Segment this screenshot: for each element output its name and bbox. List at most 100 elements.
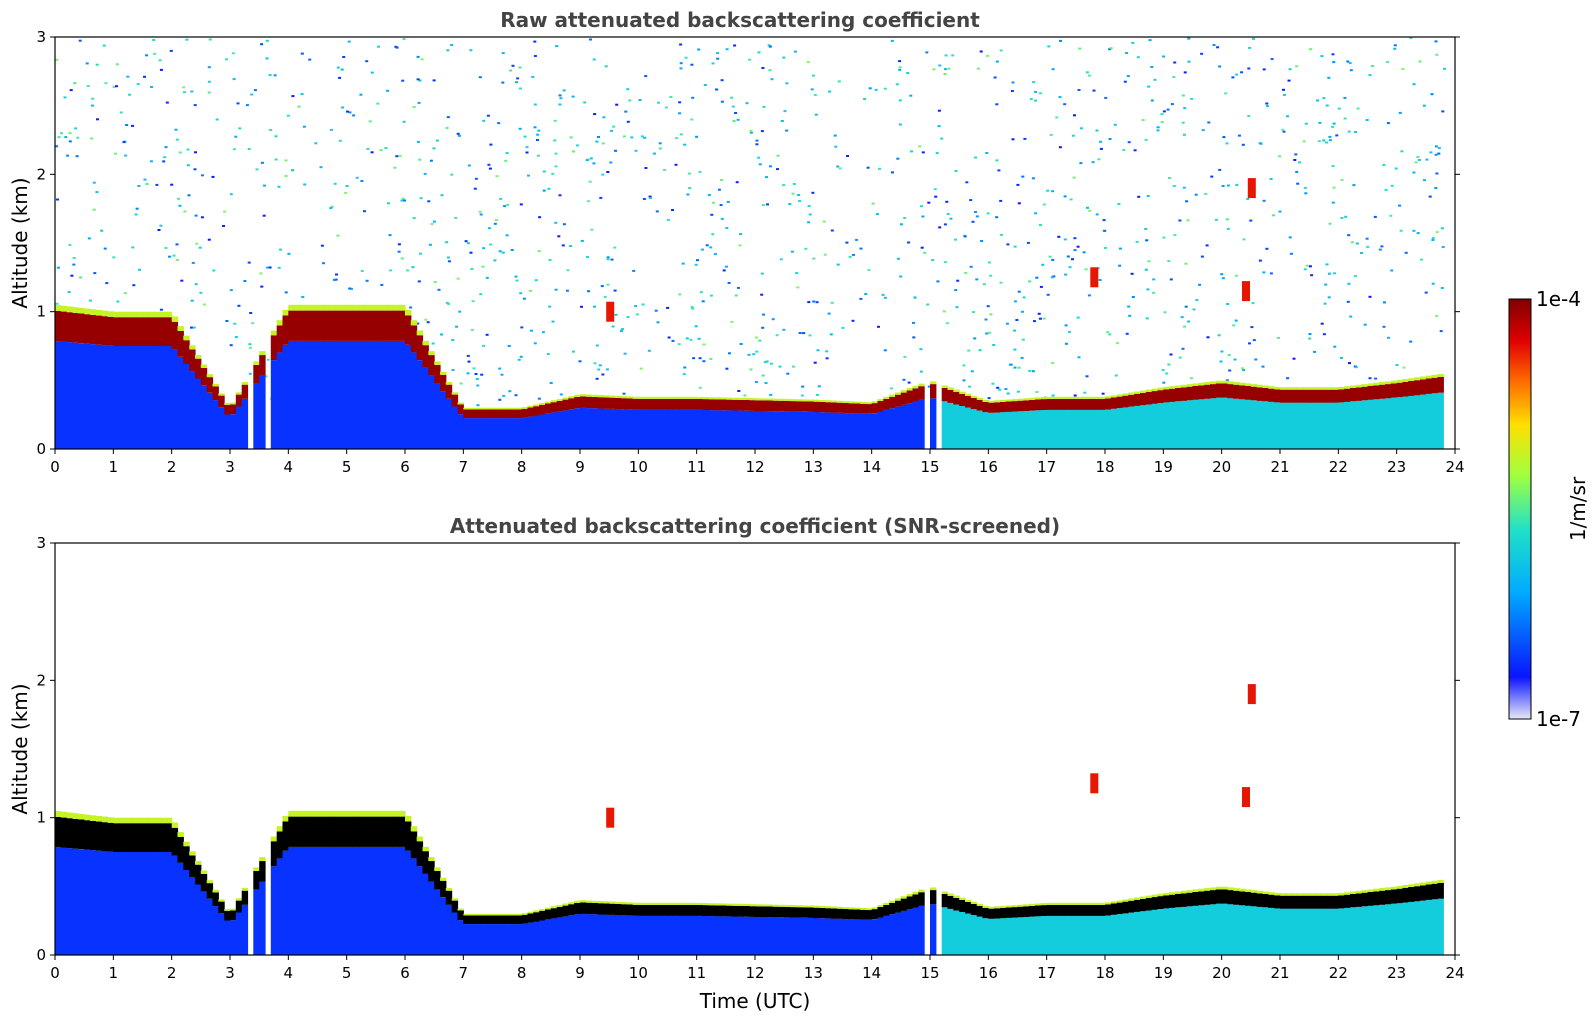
noise-speck xyxy=(790,250,794,253)
layer-peak-band xyxy=(451,900,459,913)
noise-speck xyxy=(943,73,947,75)
layer-edge-fringe xyxy=(1040,903,1048,906)
layer-edge-fringe xyxy=(941,891,949,894)
noise-speck xyxy=(1118,264,1122,267)
layer-peak-band xyxy=(270,841,278,867)
aerosol-layer-column xyxy=(241,904,249,955)
noise-speck xyxy=(454,216,458,219)
layer-edge-fringe xyxy=(358,810,365,817)
noise-speck xyxy=(287,252,291,255)
layer-edge-fringe xyxy=(539,403,546,405)
layer-peak-band xyxy=(136,317,144,346)
noise-speck xyxy=(1332,186,1336,189)
layer-edge-fringe xyxy=(154,817,161,824)
noise-speck xyxy=(1431,237,1435,240)
layer-edge-fringe xyxy=(661,396,669,399)
noise-speck xyxy=(638,99,642,101)
noise-speck xyxy=(1378,248,1382,251)
noise-speck xyxy=(590,228,594,231)
layer-edge-fringe xyxy=(486,407,494,410)
noise-speck xyxy=(931,259,935,262)
noise-speck xyxy=(720,79,724,82)
noise-speck xyxy=(1115,342,1119,345)
aerosol-layer-column xyxy=(801,917,809,955)
noise-speck xyxy=(476,404,480,407)
noise-speck xyxy=(1035,391,1039,393)
noise-speck xyxy=(1163,311,1167,314)
noise-speck xyxy=(785,129,789,132)
noise-speck xyxy=(1156,126,1160,129)
aerosol-layer-column xyxy=(556,411,564,449)
noise-speck xyxy=(1272,214,1275,217)
noise-speck xyxy=(1091,161,1095,164)
noise-speck xyxy=(346,110,349,113)
noise-speck xyxy=(1051,190,1055,193)
layer-edge-fringe xyxy=(650,396,657,399)
noise-speck xyxy=(969,265,973,268)
aerosol-layer-column xyxy=(1204,904,1211,955)
aerosol-layer-column xyxy=(340,846,348,955)
layer-edge-fringe xyxy=(1402,885,1409,888)
x-tick-label: 24 xyxy=(1445,964,1464,982)
aerosol-layer-column xyxy=(1326,908,1334,955)
noise-speck xyxy=(1414,161,1418,164)
noise-speck xyxy=(998,388,1002,391)
noise-speck xyxy=(1057,235,1061,238)
layer-edge-fringe xyxy=(1029,903,1036,906)
layer-peak-band xyxy=(766,906,774,918)
noise-speck xyxy=(533,40,537,43)
noise-speck xyxy=(1145,317,1149,320)
noise-speck xyxy=(55,145,59,148)
layer-peak-band xyxy=(1040,399,1048,410)
noise-speck xyxy=(1078,47,1082,50)
noise-speck xyxy=(1064,273,1068,276)
noise-speck xyxy=(350,287,354,290)
aerosol-layer-column xyxy=(708,410,715,449)
layer-peak-band xyxy=(1128,394,1135,407)
layer-edge-fringe xyxy=(475,407,482,410)
noise-speck xyxy=(1416,232,1420,235)
noise-speck xyxy=(558,94,562,97)
layer-peak-band xyxy=(160,823,167,852)
noise-speck xyxy=(1076,245,1080,248)
layer-peak-band xyxy=(556,906,564,918)
noise-speck xyxy=(1103,229,1107,232)
layer-peak-band xyxy=(1344,388,1351,402)
aerosol-layer-column xyxy=(644,915,651,955)
aerosol-layer-column xyxy=(970,915,978,955)
x-tick-label: 3 xyxy=(225,964,235,982)
noise-speck xyxy=(1032,81,1036,84)
noise-speck xyxy=(691,96,695,99)
noise-speck xyxy=(1026,241,1030,244)
layer-edge-fringe xyxy=(1163,386,1170,390)
noise-speck xyxy=(698,386,702,389)
layer-peak-band xyxy=(1000,907,1007,919)
aerosol-layer-column xyxy=(1198,399,1205,449)
noise-speck xyxy=(606,258,610,261)
layer-peak-band xyxy=(679,398,686,410)
noise-speck xyxy=(340,68,344,71)
x-tick-label: 8 xyxy=(517,964,527,982)
layer-peak-band xyxy=(142,823,149,852)
noise-speck xyxy=(57,266,60,269)
noise-speck xyxy=(1333,345,1337,348)
noise-speck xyxy=(1161,369,1165,372)
aerosol-layer-column xyxy=(807,411,814,449)
layer-peak-band xyxy=(90,820,97,851)
aerosol-layer-column xyxy=(282,344,289,449)
noise-speck xyxy=(974,211,977,213)
noise-speck xyxy=(105,282,109,285)
layer-edge-fringe xyxy=(113,817,120,824)
noise-speck xyxy=(793,50,797,53)
aerosol-layer-column xyxy=(410,858,418,955)
layer-edge-fringe xyxy=(1239,382,1246,386)
aerosol-layer-column xyxy=(854,919,861,955)
layer-peak-band xyxy=(1420,885,1427,901)
noise-speck xyxy=(816,349,820,352)
noise-speck xyxy=(943,223,947,226)
layer-peak-band xyxy=(440,374,447,391)
noise-speck xyxy=(1103,246,1107,249)
layer-peak-band xyxy=(574,902,581,915)
aerosol-layer-column xyxy=(708,916,715,955)
layer-peak-band xyxy=(358,310,365,341)
